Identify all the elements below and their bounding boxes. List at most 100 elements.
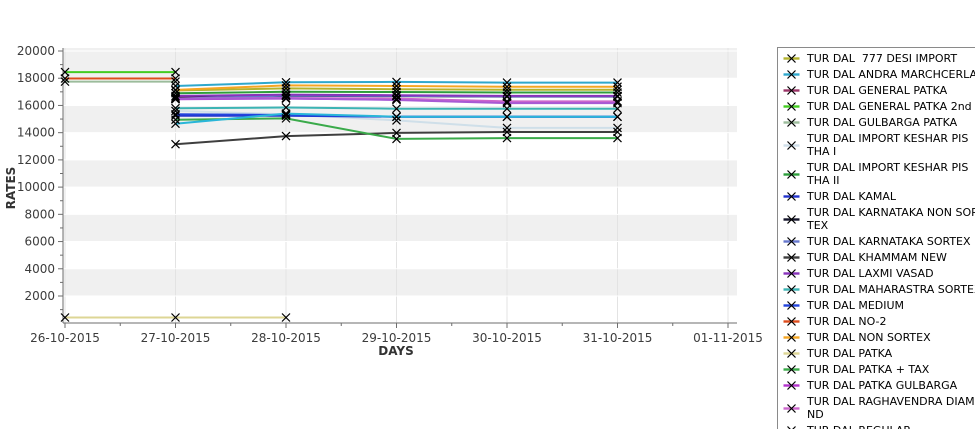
- legend-item: TUR DAL GULBARGA PATKA: [783, 116, 975, 129]
- legend-icon-shape: [787, 192, 796, 201]
- data-point-marker: [60, 74, 70, 83]
- legend-series-marker-icon: [783, 285, 800, 294]
- legend-item-label: TUR DAL NO-2: [807, 315, 887, 328]
- legend-item-label: TUR DAL MAHARASTRA SORTEX: [807, 283, 975, 296]
- legend-icon-shape: [787, 169, 796, 179]
- legend-item: TUR DAL PATKA + TAX: [783, 363, 975, 376]
- x-tick-label: 30-10-2015: [472, 331, 542, 345]
- legend-series-marker-icon: [783, 54, 800, 63]
- legend-icon-shape: [787, 426, 791, 429]
- legend-series-marker-icon: [783, 269, 800, 278]
- legend-icon-shape: [787, 237, 796, 246]
- data-point-marker: [392, 94, 401, 104]
- data-point-marker: [171, 119, 180, 129]
- legend-series-marker-icon: [787, 426, 796, 429]
- legend-icon-shape: [787, 317, 796, 326]
- legend-item-label: TUR DAL PATKA: [807, 347, 893, 360]
- legend-icon-shape: [787, 285, 796, 294]
- legend-series-marker-icon: [783, 237, 800, 246]
- legend-item: TUR DAL NO-2: [783, 315, 975, 328]
- data-point-marker: [392, 95, 401, 105]
- legend-icon-shape: [787, 253, 796, 262]
- y-tick-label: 4000: [24, 262, 55, 276]
- legend-series-marker-icon: [783, 301, 800, 310]
- legend-icon-shape: [787, 349, 796, 358]
- data-point-marker: [281, 313, 291, 322]
- legend-item: TUR DAL RAGHAVENDRA DIAMO ND: [783, 395, 975, 421]
- legend-icon-shape: [787, 54, 796, 63]
- data-point-marker: [281, 77, 291, 87]
- legend-icon-shape: [787, 301, 796, 310]
- y-tick-label: 6000: [24, 235, 55, 249]
- legend-item: TUR DAL ANDRA MARCHCERLA: [783, 68, 975, 81]
- legend-item-label: TUR DAL PATKA GULBARGA: [807, 379, 958, 392]
- legend-icon-shape: [787, 381, 796, 390]
- legend-series-marker-icon: [783, 140, 800, 150]
- legend-icon-shape: [787, 86, 796, 95]
- legend-icon-shape: [787, 118, 796, 127]
- data-point-marker: [502, 112, 512, 122]
- legend-item-label: TUR DAL PATKA + TAX: [807, 363, 930, 376]
- data-point-marker: [392, 81, 401, 91]
- legend-item-label: TUR DAL IMPORT KESHAR PIS THA I: [807, 132, 969, 158]
- data-point-marker: [60, 77, 70, 87]
- legend-item: TUR DAL KARNATAKA NON SOR TEX: [783, 206, 975, 232]
- plot-band: [63, 159, 737, 188]
- legend-icon-shape: [787, 403, 796, 413]
- data-point-marker: [281, 90, 291, 99]
- legend: TUR DAL 777 DESI IMPORT TUR DAL ANDRA MAR…: [777, 47, 975, 429]
- legend-item: TUR DAL PATKA: [783, 347, 975, 360]
- legend-item-label: TUR DAL NON SORTEX: [807, 331, 931, 344]
- data-point-marker: [171, 81, 180, 91]
- data-point-marker: [171, 74, 180, 83]
- rates-line-chart: 2000 4000 6000 8000 10000 12000 14000 16000 1800…: [17, 44, 763, 345]
- legend-icon-shape: [787, 269, 796, 278]
- legend-item-label: TUR DAL IMPORT KESHAR PIS THA II: [807, 161, 969, 187]
- x-tick-label: 31-10-2015: [583, 331, 653, 345]
- legend-item: TUR DAL REGULAR: [783, 424, 975, 429]
- legend-item-label: TUR DAL KAMAL: [807, 190, 897, 203]
- data-point-marker: [392, 115, 401, 125]
- data-point-marker: [171, 115, 180, 125]
- legend-series-marker-icon: [783, 349, 800, 358]
- data-point-marker: [281, 93, 291, 103]
- legend-series-marker-icon: [783, 169, 800, 179]
- legend-item: TUR DAL PATKA GULBARGA: [783, 379, 975, 392]
- legend-icon-shape: [787, 333, 796, 342]
- legend-icon-shape: [787, 70, 796, 79]
- legend-item: TUR DAL 777 DESI IMPORT: [783, 52, 975, 65]
- legend-item-label: TUR DAL GENERAL PATKA 2nd: [807, 100, 972, 113]
- data-point-marker: [171, 77, 180, 87]
- data-point-marker: [613, 98, 622, 108]
- legend-item-label: TUR DAL KARNATAKA NON SOR TEX: [807, 206, 975, 232]
- data-point-marker: [171, 313, 180, 322]
- legend-item: TUR DAL GENERAL PATKA 2nd: [783, 100, 975, 113]
- data-point-marker: [613, 112, 622, 122]
- plot-band: [63, 268, 737, 296]
- legend-item: TUR DAL NON SORTEX: [783, 331, 975, 344]
- legend-item-label: TUR DAL 777 DESI IMPORT: [807, 52, 958, 65]
- legend-item: TUR DAL KHAMMAM NEW: [783, 251, 975, 264]
- x-axis-title: DAYS: [378, 344, 414, 358]
- legend-series-marker-icon: [783, 118, 800, 127]
- data-point-marker: [281, 110, 291, 120]
- data-point-marker: [392, 77, 401, 87]
- legend-item-label: TUR DAL REGULAR: [807, 424, 975, 429]
- legend-item-label: TUR DAL LAXMI VASAD: [807, 267, 934, 280]
- legend-icon-shape: [792, 426, 796, 429]
- legend-series-marker-icon: [783, 253, 800, 262]
- y-tick-label: 14000: [17, 126, 55, 140]
- x-tick-label: 27-10-2015: [141, 331, 211, 345]
- legend-item: TUR DAL MEDIUM: [783, 299, 975, 312]
- data-point-marker: [281, 131, 291, 141]
- data-point-marker: [281, 81, 291, 90]
- legend-series-marker-icon: [783, 70, 800, 79]
- y-tick-label: 10000: [17, 180, 55, 194]
- y-axis-title: RATES: [4, 166, 18, 210]
- legend-icon-shape: [787, 214, 796, 224]
- data-point-marker: [171, 111, 180, 121]
- data-point-marker: [281, 91, 291, 101]
- data-point-marker: [171, 139, 180, 149]
- data-point-marker: [392, 134, 401, 144]
